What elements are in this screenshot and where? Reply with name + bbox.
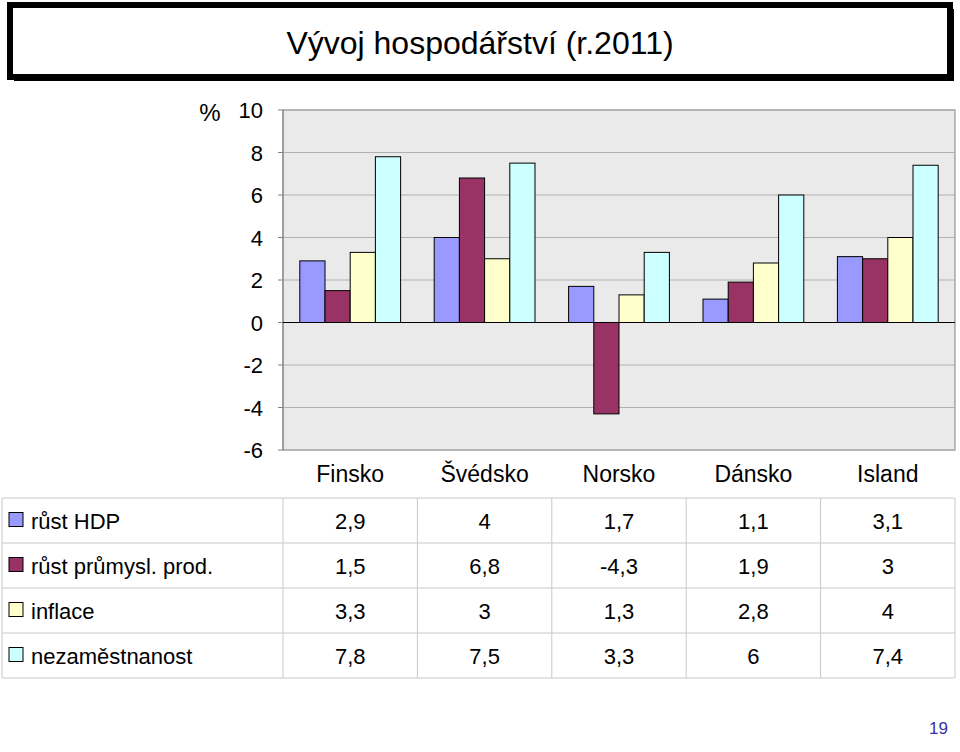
tick-label: -2 bbox=[243, 353, 263, 378]
legend-swatch bbox=[9, 603, 23, 617]
legend-swatch bbox=[9, 558, 23, 572]
table-line bbox=[551, 498, 552, 678]
chart: Vývoj hospodářství (r.2011) -6 -4 -2 0 2 4 6 8 10… bbox=[0, 0, 960, 752]
category-label: Dánsko bbox=[714, 461, 792, 487]
bar bbox=[485, 259, 510, 323]
table-line bbox=[820, 498, 821, 678]
data-table: růst HDP 2,9 4 1,7 1,1 3,1 růst průmysl. prod.… bbox=[2, 498, 955, 678]
bar bbox=[779, 195, 804, 323]
bar bbox=[300, 261, 325, 323]
bar bbox=[913, 165, 938, 322]
y-axis bbox=[283, 110, 284, 450]
table-line bbox=[955, 498, 956, 678]
bars bbox=[300, 157, 938, 414]
tick-label: 6 bbox=[251, 183, 263, 208]
grid-line bbox=[283, 450, 955, 451]
category-label: Švédsko bbox=[440, 460, 528, 487]
legend-swatch bbox=[9, 648, 23, 662]
bar bbox=[863, 259, 888, 323]
category-label: Island bbox=[857, 461, 918, 487]
bar bbox=[753, 263, 778, 323]
bar bbox=[459, 178, 484, 323]
data-label: 2,8 bbox=[738, 599, 769, 624]
tick-label: 2 bbox=[251, 268, 263, 293]
table-line bbox=[2, 498, 955, 499]
category-label: Norsko bbox=[583, 461, 656, 487]
data-label: 3,3 bbox=[604, 644, 635, 669]
data-label: 3,3 bbox=[335, 599, 366, 624]
legend-swatch bbox=[9, 513, 23, 527]
table-line bbox=[2, 543, 955, 544]
tick-label: -6 bbox=[243, 438, 263, 463]
bar bbox=[728, 282, 753, 322]
bar bbox=[594, 323, 619, 414]
data-label: 1,5 bbox=[335, 554, 366, 579]
tick-mark bbox=[278, 195, 283, 196]
table-line bbox=[417, 498, 418, 678]
bar bbox=[644, 252, 669, 322]
tick-label: 8 bbox=[251, 141, 263, 166]
tick-mark bbox=[278, 152, 283, 153]
chart-root: Vývoj hospodářství (r.2011) -6 -4 -2 0 2 4 6 8 10… bbox=[0, 0, 960, 752]
data-label: -4,3 bbox=[600, 554, 638, 579]
table-line bbox=[2, 588, 955, 589]
bar bbox=[619, 295, 644, 323]
bar bbox=[837, 257, 862, 323]
data-label: 6 bbox=[747, 644, 759, 669]
data-label: 3 bbox=[478, 599, 490, 624]
title-box bbox=[10, 5, 950, 77]
data-label: 7,5 bbox=[469, 644, 500, 669]
tick-mark bbox=[278, 110, 283, 111]
data-label: 4 bbox=[478, 509, 490, 534]
tick-label: -4 bbox=[243, 396, 263, 421]
bar bbox=[888, 238, 913, 323]
table-line bbox=[2, 633, 955, 634]
data-label: 1,9 bbox=[738, 554, 769, 579]
grid-line bbox=[283, 152, 955, 153]
title: Vývoj hospodářství (r.2011) bbox=[286, 25, 673, 61]
bar bbox=[569, 286, 594, 322]
plot-area bbox=[283, 110, 955, 450]
tick-mark bbox=[278, 365, 283, 366]
table-line bbox=[686, 498, 687, 678]
tick-label: 10 bbox=[239, 98, 263, 123]
legend-label: růst HDP bbox=[31, 509, 120, 534]
data-label: 4 bbox=[882, 599, 894, 624]
table-line bbox=[2, 678, 955, 679]
tick-mark bbox=[278, 450, 283, 451]
table-line bbox=[283, 498, 284, 678]
legend-label: nezaměstnanost bbox=[31, 644, 192, 669]
grid-line bbox=[283, 110, 955, 111]
data-label: 1,7 bbox=[604, 509, 635, 534]
data-label: 6,8 bbox=[469, 554, 500, 579]
data-label: 2,9 bbox=[335, 509, 366, 534]
tick-mark bbox=[278, 322, 283, 323]
legend-label: růst průmysl. prod. bbox=[31, 554, 213, 579]
tick-label: 4 bbox=[251, 226, 263, 251]
grid-line bbox=[283, 322, 955, 323]
bar bbox=[375, 157, 400, 323]
bar bbox=[350, 252, 375, 322]
tick-label: 0 bbox=[251, 311, 263, 336]
data-label: 1,1 bbox=[738, 509, 769, 534]
zero-line bbox=[283, 322, 955, 323]
data-label: 1,3 bbox=[604, 599, 635, 624]
bar bbox=[325, 291, 350, 323]
category-label: Finsko bbox=[316, 461, 384, 487]
bar bbox=[703, 299, 728, 322]
data-label: 3,1 bbox=[873, 509, 904, 534]
data-label: 7,8 bbox=[335, 644, 366, 669]
legend-label: inflace bbox=[31, 599, 95, 624]
table-line bbox=[2, 498, 3, 678]
data-label: 7,4 bbox=[873, 644, 904, 669]
bar bbox=[434, 238, 459, 323]
tick-mark bbox=[278, 280, 283, 281]
data-label: 3 bbox=[882, 554, 894, 579]
y-axis-label: % bbox=[199, 99, 220, 126]
bar bbox=[510, 163, 535, 322]
page-number: 19 bbox=[929, 719, 948, 738]
tick-mark bbox=[278, 237, 283, 238]
tick-mark bbox=[278, 407, 283, 408]
